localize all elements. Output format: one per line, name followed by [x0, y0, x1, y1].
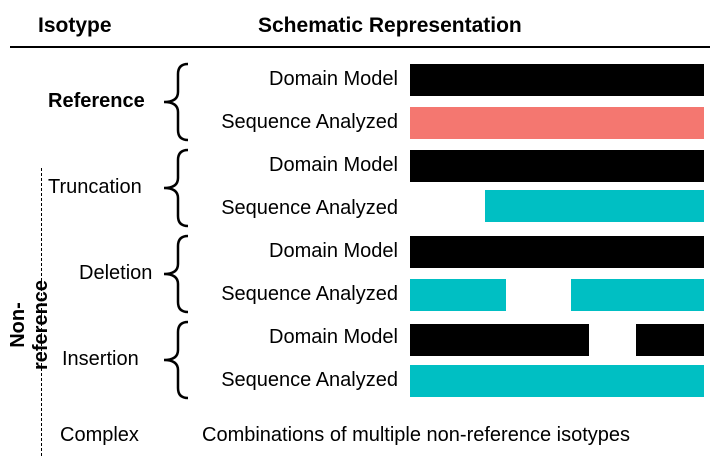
deletion-sequence-bar-right: [571, 279, 704, 311]
row-label-sequence-analyzed: Sequence Analyzed: [221, 197, 398, 219]
truncation-domain-bar: [410, 150, 704, 182]
complex-label: Complex: [60, 424, 139, 446]
row-label-domain-model: Domain Model: [269, 154, 398, 176]
isotype-header: Isotype: [38, 14, 112, 37]
brace-insertion: [163, 320, 189, 400]
brace-reference: [163, 62, 189, 142]
insertion-domain-bar-right: [636, 324, 704, 356]
non-reference-dashed-line: [41, 168, 42, 456]
row-label-domain-model: Domain Model: [269, 68, 398, 90]
header-divider: [10, 46, 710, 48]
deletion-domain-bar: [410, 236, 704, 268]
row-label-domain-model: Domain Model: [269, 240, 398, 262]
truncation-sequence-bar: [485, 190, 704, 222]
reference-sequence-bar: [410, 107, 704, 139]
group-label-truncation: Truncation: [48, 176, 142, 198]
schematic-header: Schematic Representation: [258, 14, 522, 37]
group-label-deletion: Deletion: [79, 262, 153, 284]
deletion-sequence-bar-left: [410, 279, 506, 311]
row-label-domain-model: Domain Model: [269, 326, 398, 348]
row-label-sequence-analyzed: Sequence Analyzed: [221, 111, 398, 133]
brace-truncation: [163, 148, 189, 228]
brace-deletion: [163, 234, 189, 314]
reference-domain-bar: [410, 64, 704, 96]
row-label-sequence-analyzed: Sequence Analyzed: [221, 283, 398, 305]
non-reference-label: Non-reference: [7, 279, 52, 371]
row-label-sequence-analyzed: Sequence Analyzed: [221, 369, 398, 391]
complex-description: Combinations of multiple non-reference i…: [202, 424, 630, 446]
insertion-sequence-bar: [410, 365, 704, 397]
group-label-insertion: Insertion: [62, 348, 139, 370]
insertion-domain-bar-left: [410, 324, 589, 356]
group-label-reference: Reference: [48, 90, 145, 112]
